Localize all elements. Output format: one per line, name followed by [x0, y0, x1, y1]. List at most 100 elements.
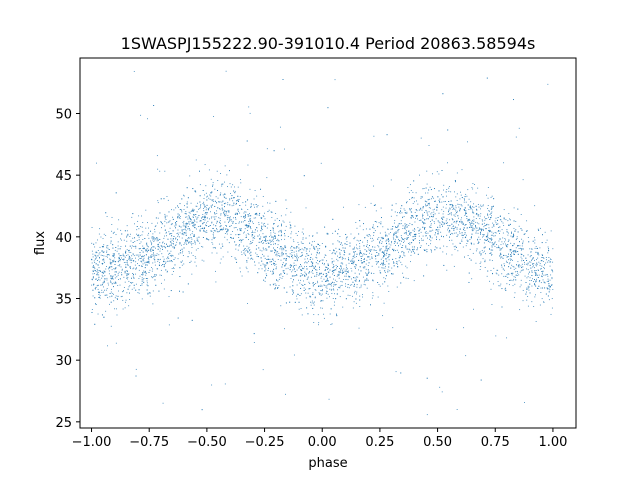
data-point	[279, 248, 281, 250]
data-point	[168, 296, 170, 298]
data-point	[203, 228, 205, 229]
data-point	[113, 293, 114, 295]
data-point	[512, 272, 514, 274]
data-point	[473, 216, 475, 218]
data-point	[170, 260, 172, 262]
data-point	[167, 199, 169, 201]
data-point	[193, 219, 195, 221]
data-point	[138, 256, 140, 258]
data-point	[191, 244, 193, 246]
data-point	[502, 247, 504, 249]
data-point	[239, 205, 241, 206]
data-point	[510, 254, 511, 255]
data-point	[453, 221, 455, 223]
data-point	[506, 230, 508, 232]
data-point	[214, 213, 216, 215]
data-point	[136, 233, 138, 235]
data-point	[301, 265, 303, 267]
data-point	[321, 285, 323, 287]
data-point	[488, 230, 490, 231]
data-point	[535, 264, 537, 266]
data-point	[171, 254, 173, 256]
data-point	[154, 228, 156, 230]
data-point	[109, 267, 111, 269]
data-point	[506, 337, 508, 339]
data-point	[517, 264, 519, 266]
data-point	[350, 260, 352, 262]
data-point	[154, 254, 156, 256]
data-point	[264, 225, 266, 227]
data-point	[404, 226, 406, 228]
data-point	[442, 93, 444, 95]
data-point	[438, 229, 440, 231]
data-point	[382, 236, 384, 238]
data-point	[169, 233, 171, 235]
data-point	[454, 248, 456, 250]
data-point	[141, 261, 143, 263]
data-point	[201, 259, 203, 261]
data-point	[511, 236, 513, 238]
data-point	[115, 247, 117, 248]
data-point	[517, 265, 519, 267]
data-point	[369, 252, 370, 254]
data-point	[151, 276, 152, 278]
data-point	[388, 263, 390, 265]
data-point	[276, 240, 278, 242]
data-point	[225, 210, 227, 212]
data-point	[481, 219, 483, 221]
data-point	[208, 197, 210, 199]
data-point	[520, 249, 522, 251]
data-point	[196, 217, 198, 219]
data-point	[285, 253, 287, 255]
data-point	[194, 261, 196, 263]
data-point	[110, 259, 112, 261]
data-point	[179, 242, 181, 244]
data-point	[287, 256, 289, 257]
data-point	[189, 241, 191, 243]
data-point	[473, 308, 474, 310]
data-point	[177, 216, 178, 218]
data-point	[213, 235, 214, 237]
data-point	[443, 210, 445, 212]
data-point	[227, 204, 229, 206]
data-point	[472, 219, 473, 221]
data-point	[378, 254, 380, 256]
data-point	[230, 219, 232, 221]
data-point	[337, 274, 339, 276]
data-point	[425, 249, 427, 251]
data-point	[309, 271, 310, 272]
data-point	[395, 231, 397, 233]
data-point	[366, 277, 368, 279]
data-point	[310, 301, 312, 303]
data-point	[252, 242, 254, 244]
data-point	[94, 287, 96, 289]
data-point	[137, 263, 138, 265]
data-point	[466, 195, 468, 197]
data-point	[307, 277, 309, 279]
data-point	[499, 239, 501, 240]
data-point	[344, 275, 346, 277]
data-point	[462, 246, 464, 248]
data-point	[316, 232, 318, 234]
data-point	[463, 198, 465, 200]
data-point	[451, 227, 453, 229]
data-point	[249, 221, 251, 223]
data-point	[454, 191, 455, 193]
data-point	[173, 258, 175, 260]
data-point	[422, 213, 424, 215]
data-point	[455, 246, 457, 248]
data-point	[388, 254, 390, 255]
data-point	[493, 198, 495, 200]
data-point	[176, 233, 178, 235]
data-point	[358, 273, 360, 275]
data-point	[443, 223, 445, 225]
data-point	[92, 289, 94, 291]
data-point	[299, 256, 301, 257]
data-point	[115, 192, 117, 194]
data-point	[449, 207, 451, 209]
data-point	[244, 248, 246, 249]
data-point	[110, 242, 112, 244]
data-point	[103, 286, 104, 288]
data-point	[260, 257, 262, 259]
data-point	[110, 237, 112, 238]
